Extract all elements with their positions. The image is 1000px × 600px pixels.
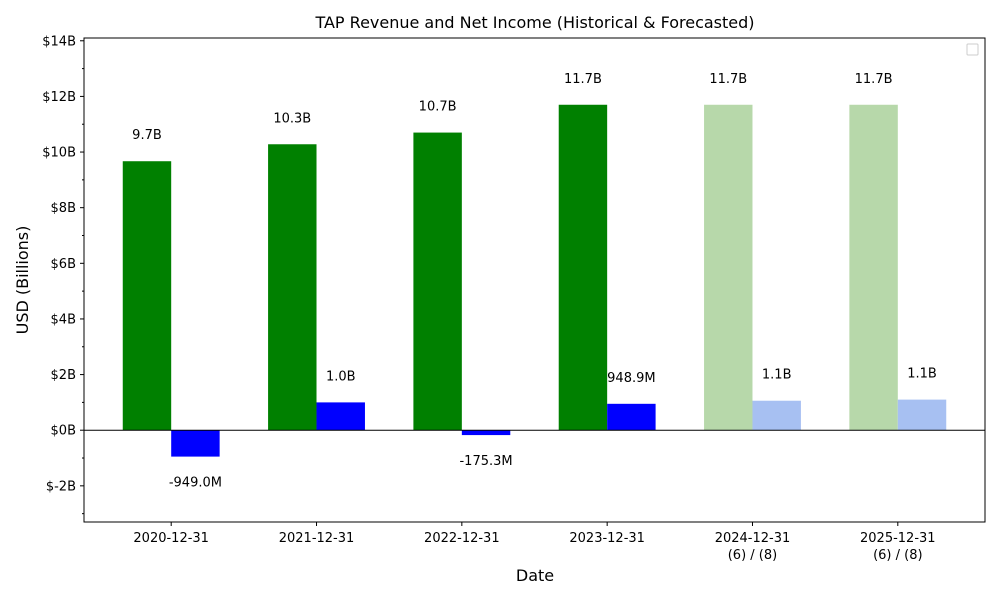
y-tick-label: $4B [51, 312, 76, 327]
bar-series-1-2021-12-31 [268, 144, 317, 431]
data-label-series-2-2025-12-31: 1.1B [907, 367, 937, 382]
y-tick-label: $14B [42, 34, 76, 49]
x-tick-label: 2023-12-31 [569, 531, 645, 546]
bar-series-2-2023-12-31 [607, 403, 656, 431]
y-tick-label: $12B [42, 90, 76, 105]
data-label-series-1-2025-12-31: 11.7B [855, 72, 893, 87]
legend-box [966, 43, 979, 56]
chart-title: TAP Revenue and Net Income (Historical &… [314, 13, 754, 32]
y-axis-title: USD (Billions) [13, 226, 32, 335]
data-labels-layer: 9.7B 10.3B 10.7B 11.7B 11.7B 11.7B -949.0M 1.0B… [132, 72, 937, 491]
y-axis: $-2B $0B $2B $4B $6B $8B $10B $12B $14B [42, 34, 84, 515]
bar-series-2-2025-12-31 [897, 399, 947, 431]
x-tick-sublabel: (6) / (8) [873, 548, 922, 563]
plot-frame [83, 37, 986, 523]
x-tick-label: 2022-12-31 [424, 531, 500, 546]
bars-layer [122, 104, 947, 457]
bar-series-2-2024-12-31 [752, 400, 801, 431]
y-tick-label: $2B [51, 368, 76, 383]
bar-series-1-2022-12-31 [413, 132, 462, 431]
data-label-series-1-2023-12-31: 11.7B [564, 72, 602, 87]
bar-series-1-2020-12-31 [122, 161, 172, 431]
x-tick-label: 2020-12-31 [133, 531, 209, 546]
x-axis-title: Date [516, 566, 554, 585]
y-tick-label: $0B [51, 424, 76, 439]
data-label-series-2-2020-12-31: -949.0M [169, 476, 222, 491]
bar-series-1-2024-12-31 [704, 104, 753, 431]
x-tick-sublabel: (6) / (8) [728, 548, 777, 563]
data-label-series-1-2022-12-31: 10.7B [419, 100, 457, 115]
bar-series-1-2025-12-31 [849, 104, 898, 431]
y-tick-label: $10B [42, 146, 76, 161]
y-tick-label: $6B [51, 257, 76, 272]
bar-series-2-2021-12-31 [316, 402, 365, 431]
x-tick-label: 2024-12-31 [715, 531, 791, 546]
y-tick-label: $8B [51, 201, 76, 216]
bar-series-2-2022-12-31 [461, 430, 511, 436]
data-label-series-2-2023-12-31: 948.9M [607, 371, 655, 386]
data-label-series-2-2021-12-31: 1.0B [326, 369, 356, 384]
data-label-series-1-2020-12-31: 9.7B [132, 128, 162, 143]
bar-series-2-2020-12-31 [171, 430, 220, 457]
x-tick-label: 2025-12-31 [860, 531, 936, 546]
data-label-series-2-2024-12-31: 1.1B [762, 368, 792, 383]
y-tick-label: $-2B [46, 479, 76, 494]
bar-series-1-2023-12-31 [558, 104, 608, 431]
x-axis: 2020-12-31 2021-12-31 2022-12-31 2023-12-31… [133, 522, 936, 563]
data-label-series-2-2022-12-31: -175.3M [459, 454, 512, 469]
data-label-series-1-2024-12-31: 11.7B [709, 72, 747, 87]
data-label-series-1-2021-12-31: 10.3B [273, 111, 311, 126]
x-tick-label: 2021-12-31 [279, 531, 355, 546]
